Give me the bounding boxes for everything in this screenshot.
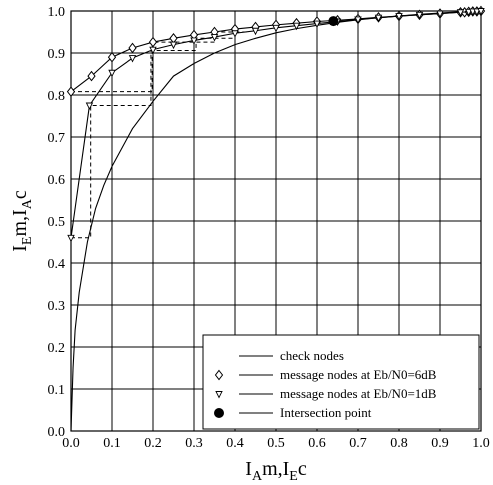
x-tick-label: 0.2: [144, 436, 162, 451]
y-label-sub: A: [20, 198, 35, 209]
y-axis-label: IEm,IAc: [9, 190, 35, 252]
data-point: [148, 36, 158, 48]
series-layer: [66, 5, 486, 432]
data-point: [149, 46, 157, 55]
data-point: [328, 16, 339, 27]
x-tick-label: 1.0: [472, 436, 490, 451]
data-point: [85, 102, 94, 111]
data-point: [436, 10, 444, 19]
legend-label: message nodes at Eb/N0=6dB: [280, 367, 437, 382]
x-tick-label: 0.1: [103, 436, 121, 451]
x-tick-label: 0.8: [390, 436, 408, 451]
data-point: [87, 70, 96, 82]
y-tick-label: 0.7: [48, 131, 66, 146]
data-point: [210, 34, 219, 42]
x-tick-label: 0.9: [431, 436, 449, 451]
data-point: [67, 234, 75, 243]
data-point: [456, 9, 465, 17]
data-point: [251, 27, 260, 36]
legend-label: message nodes at Eb/N0=1dB: [280, 386, 437, 401]
y-label-sub: E: [20, 237, 35, 246]
series-2: [67, 8, 485, 243]
y-tick-label: 0.8: [48, 89, 66, 104]
legend-marker: [214, 369, 224, 381]
x-label-sub: E: [289, 469, 298, 484]
x-label-part: m,I: [262, 458, 289, 480]
data-point: [272, 24, 280, 33]
x-tick-label: 0.0: [62, 436, 80, 451]
x-tick-label: 0.5: [267, 436, 285, 451]
data-point: [190, 37, 198, 45]
tick-labels: 0.0 0.1 0.2 0.3 0.4 0.5 0.6 0.7 0.8 0.9 1.0 0.0 0.1 0…: [48, 5, 490, 451]
data-point: [292, 22, 301, 31]
data-point: [231, 30, 239, 38]
data-point: [473, 8, 481, 16]
legend-label: Intersection point: [280, 405, 372, 420]
y-tick-label: 1.0: [48, 5, 66, 20]
data-point: [477, 8, 485, 16]
legend-label: check nodes: [280, 348, 344, 363]
data-point: [415, 11, 424, 20]
y-tick-label: 0.1: [48, 383, 66, 398]
series-3: [328, 16, 339, 27]
data-point: [395, 13, 403, 21]
data-point: [313, 20, 321, 29]
y-tick-label: 0.4: [48, 257, 66, 272]
x-tick-label: 0.6: [308, 436, 326, 451]
data-point: [354, 16, 362, 24]
y-tick-label: 0.5: [48, 215, 66, 230]
x-label-sub: A: [252, 469, 263, 484]
data-point: [128, 42, 137, 54]
x-tick-label: 0.7: [349, 436, 367, 451]
x-axis-label: IAm,IEc: [245, 458, 307, 484]
data-point: [107, 51, 117, 63]
y-label-part: c: [9, 190, 31, 199]
data-point: [128, 55, 137, 63]
legend-marker: [215, 391, 223, 399]
data-point: [108, 69, 116, 78]
legend-marker: [214, 408, 224, 418]
x-label-part: I: [245, 458, 252, 480]
y-label-part: m,I: [9, 209, 31, 236]
data-point: [464, 8, 473, 17]
y-tick-label: 0.2: [48, 341, 66, 356]
y-tick-label: 0.6: [48, 173, 66, 188]
x-tick-label: 0.4: [226, 436, 244, 451]
y-label-part: I: [9, 245, 31, 252]
y-tick-label: 0.0: [48, 425, 66, 440]
data-point: [66, 86, 76, 97]
y-tick-label: 0.3: [48, 299, 66, 314]
y-tick-label: 0.9: [48, 47, 66, 62]
data-point: [374, 14, 383, 23]
x-label-part: c: [298, 458, 307, 480]
legend: check nodes message nodes at Eb/N0=6dB mes…: [202, 334, 480, 430]
data-point: [169, 41, 178, 50]
x-tick-label: 0.3: [185, 436, 203, 451]
